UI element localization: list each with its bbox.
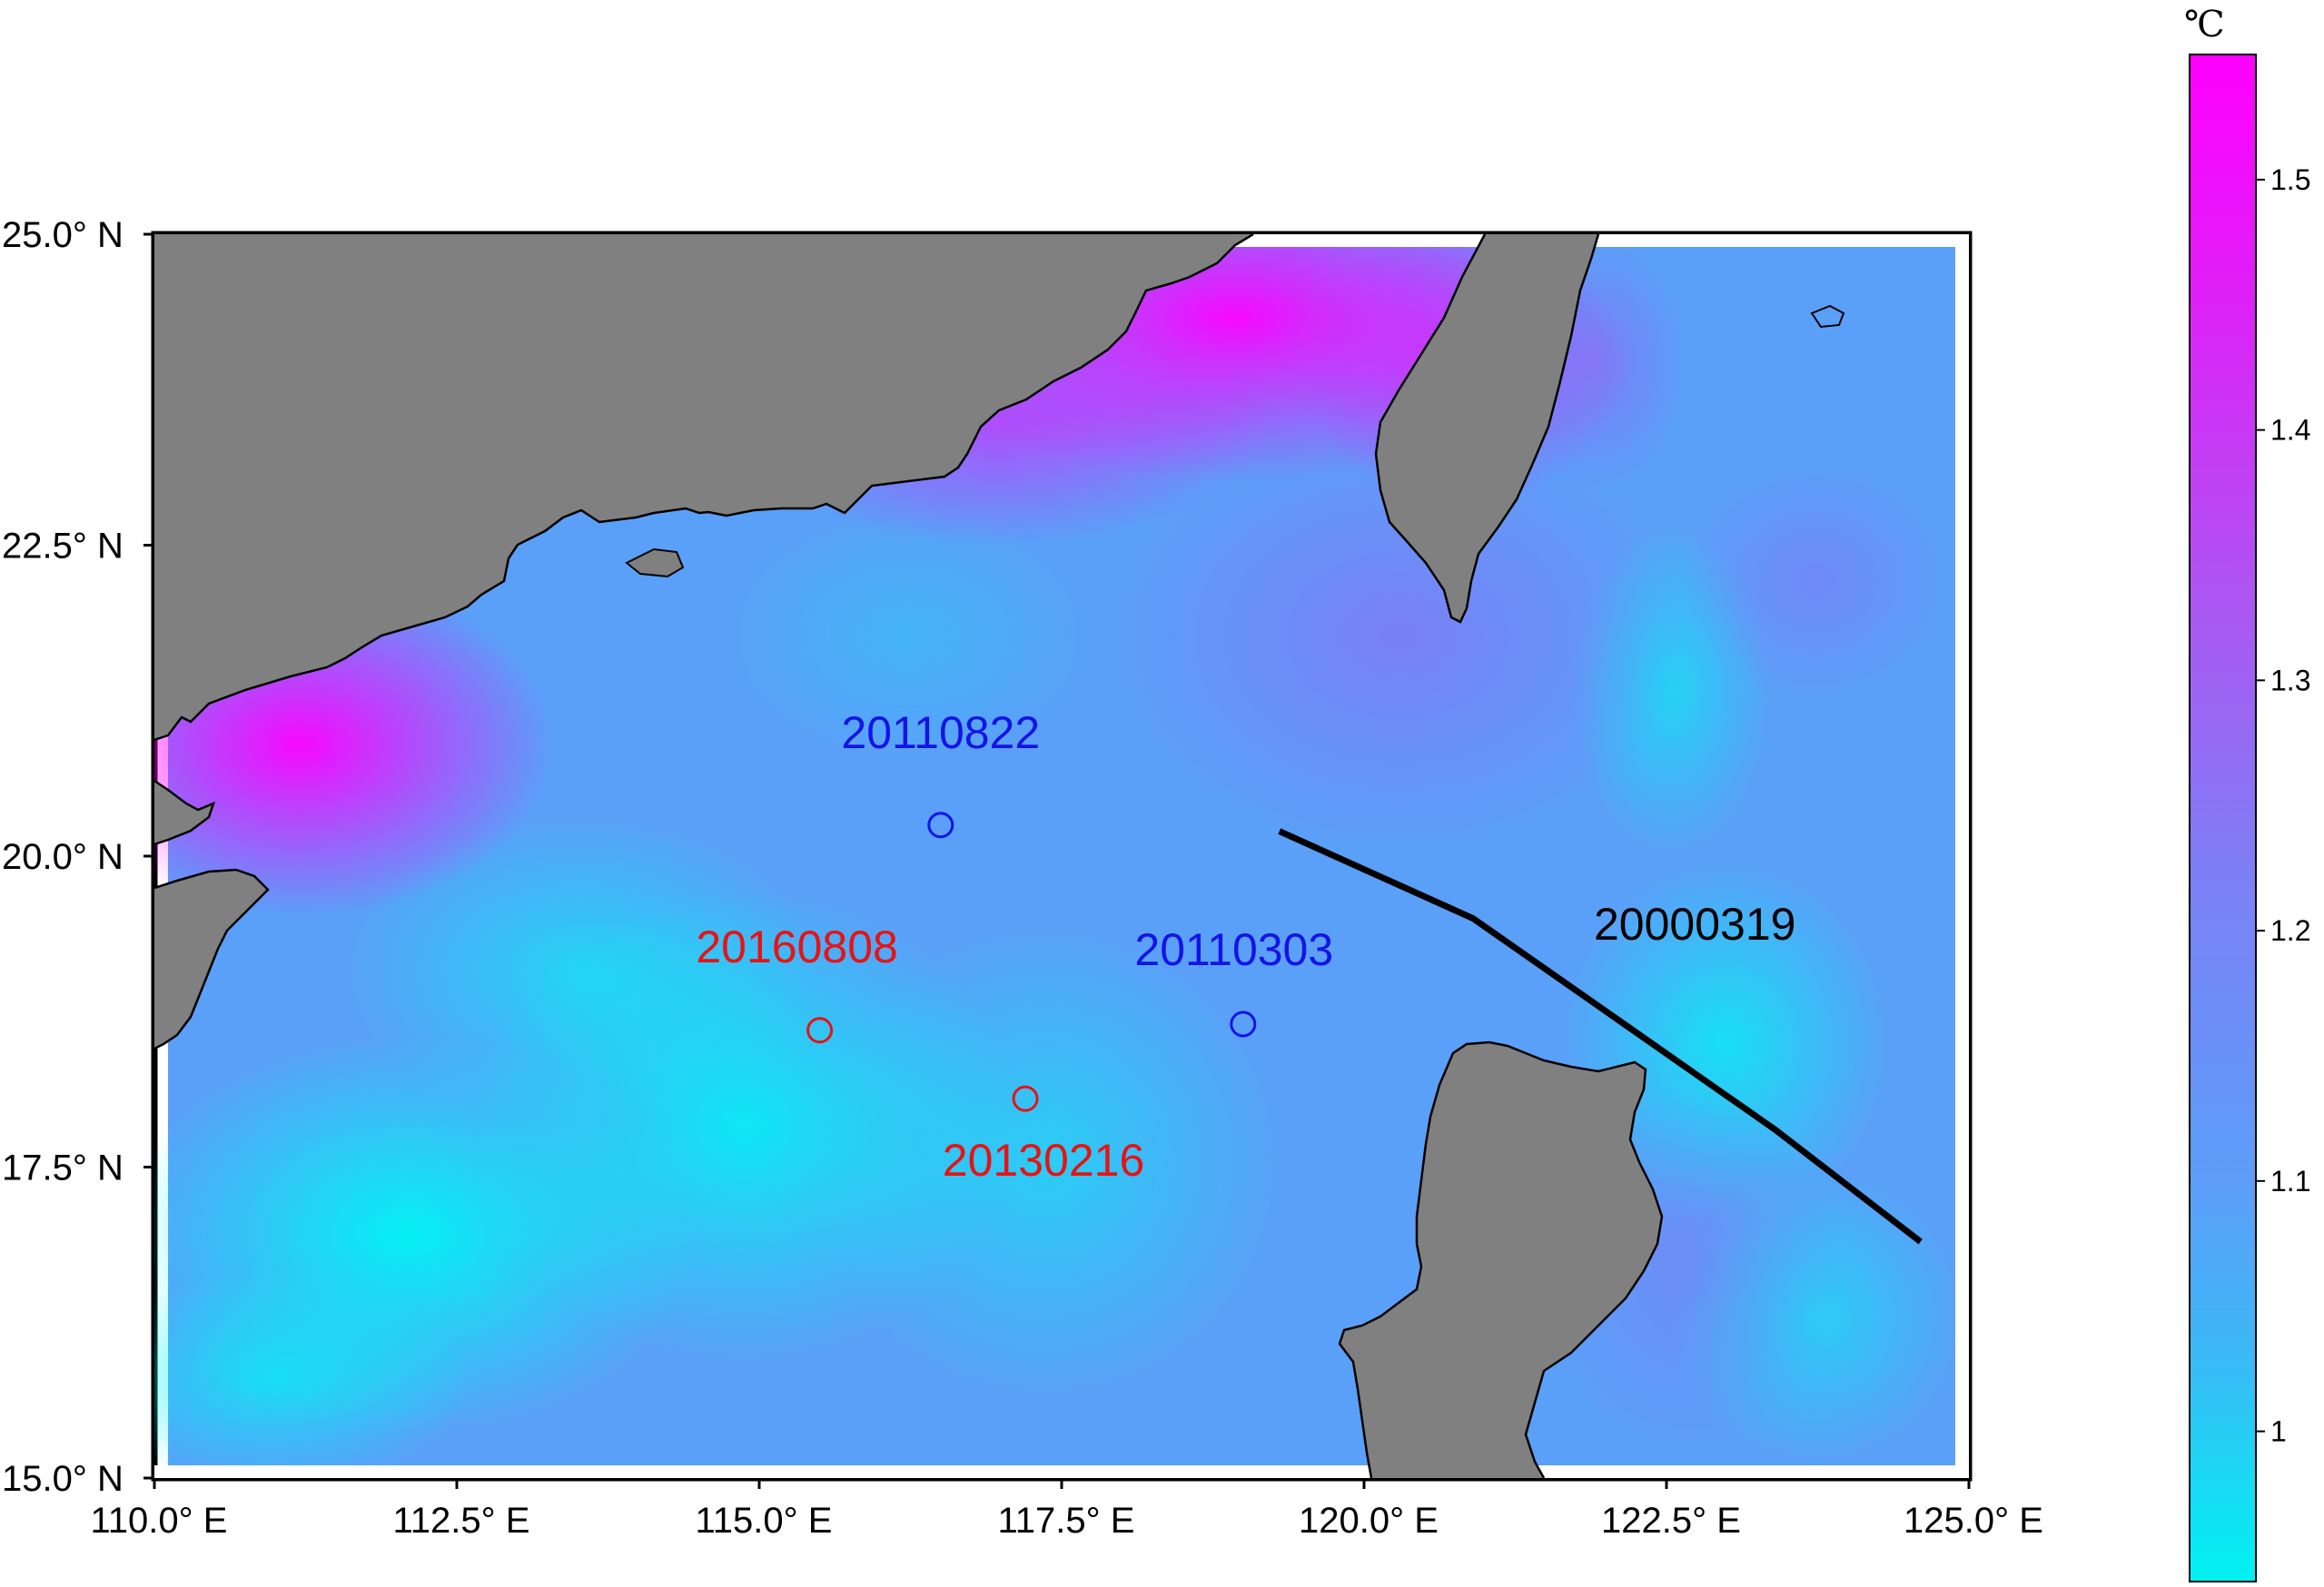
site-label-20110303: 20110303: [1134, 924, 1333, 975]
site-marker-20110822: [927, 812, 954, 839]
land-leizhou: [154, 870, 268, 1049]
colorbar-tick-label: 1.2: [2270, 914, 2310, 947]
y-tick-label: 15.0° N: [2, 1459, 124, 1499]
y-tick-label: 25.0° N: [2, 215, 124, 255]
y-tick-label: 17.5° N: [2, 1148, 124, 1188]
colorbar-tick-label: 1.4: [2270, 414, 2310, 447]
land-luzon: [1340, 1042, 1662, 1478]
colorbar-tick-label: 1.1: [2270, 1165, 2310, 1198]
y-tick-label: 20.0° N: [2, 837, 124, 877]
track-label: 20000319: [1594, 899, 1795, 950]
site-marker-20110303: [1230, 1010, 1257, 1038]
colorbar-tick-label: 1.5: [2270, 163, 2310, 196]
land-mainland-china: [154, 234, 1253, 740]
x-tick-label: 117.5° E: [998, 1501, 1135, 1541]
x-tick-label: 112.5° E: [393, 1501, 530, 1541]
y-tick-label: 22.5° N: [2, 527, 124, 567]
site-marker-20130216: [1012, 1085, 1039, 1112]
land-taiwan: [1376, 234, 1598, 622]
colorbar-tick-label: 1.3: [2270, 664, 2310, 696]
colorbar-unit: ℃: [2184, 4, 2225, 45]
site-marker-20160808: [806, 1017, 834, 1044]
land-hainan: [154, 781, 213, 844]
site-label-20110822: 20110822: [841, 707, 1040, 758]
site-label-20130216: 20130216: [943, 1135, 1144, 1186]
sst-field: 20000319 20110822 20110303 20160808 2013021…: [154, 234, 1969, 1478]
track-line: [1278, 828, 1923, 1245]
x-tick-label: 120.0° E: [1299, 1501, 1439, 1541]
island-batanes: [1810, 304, 1845, 329]
x-tick-label: 115.0° E: [696, 1501, 833, 1541]
site-label-20160808: 20160808: [696, 922, 897, 972]
colorbar-tick-label: 1: [2270, 1415, 2287, 1448]
x-tick-label: 110.0° E: [91, 1501, 228, 1541]
colorbar: [2189, 54, 2257, 1582]
x-tick-label: 125.0° E: [1904, 1501, 2043, 1541]
x-tick-label: 122.5° E: [1601, 1501, 1741, 1541]
island-lantau: [625, 547, 685, 578]
coastline: [154, 234, 1254, 742]
